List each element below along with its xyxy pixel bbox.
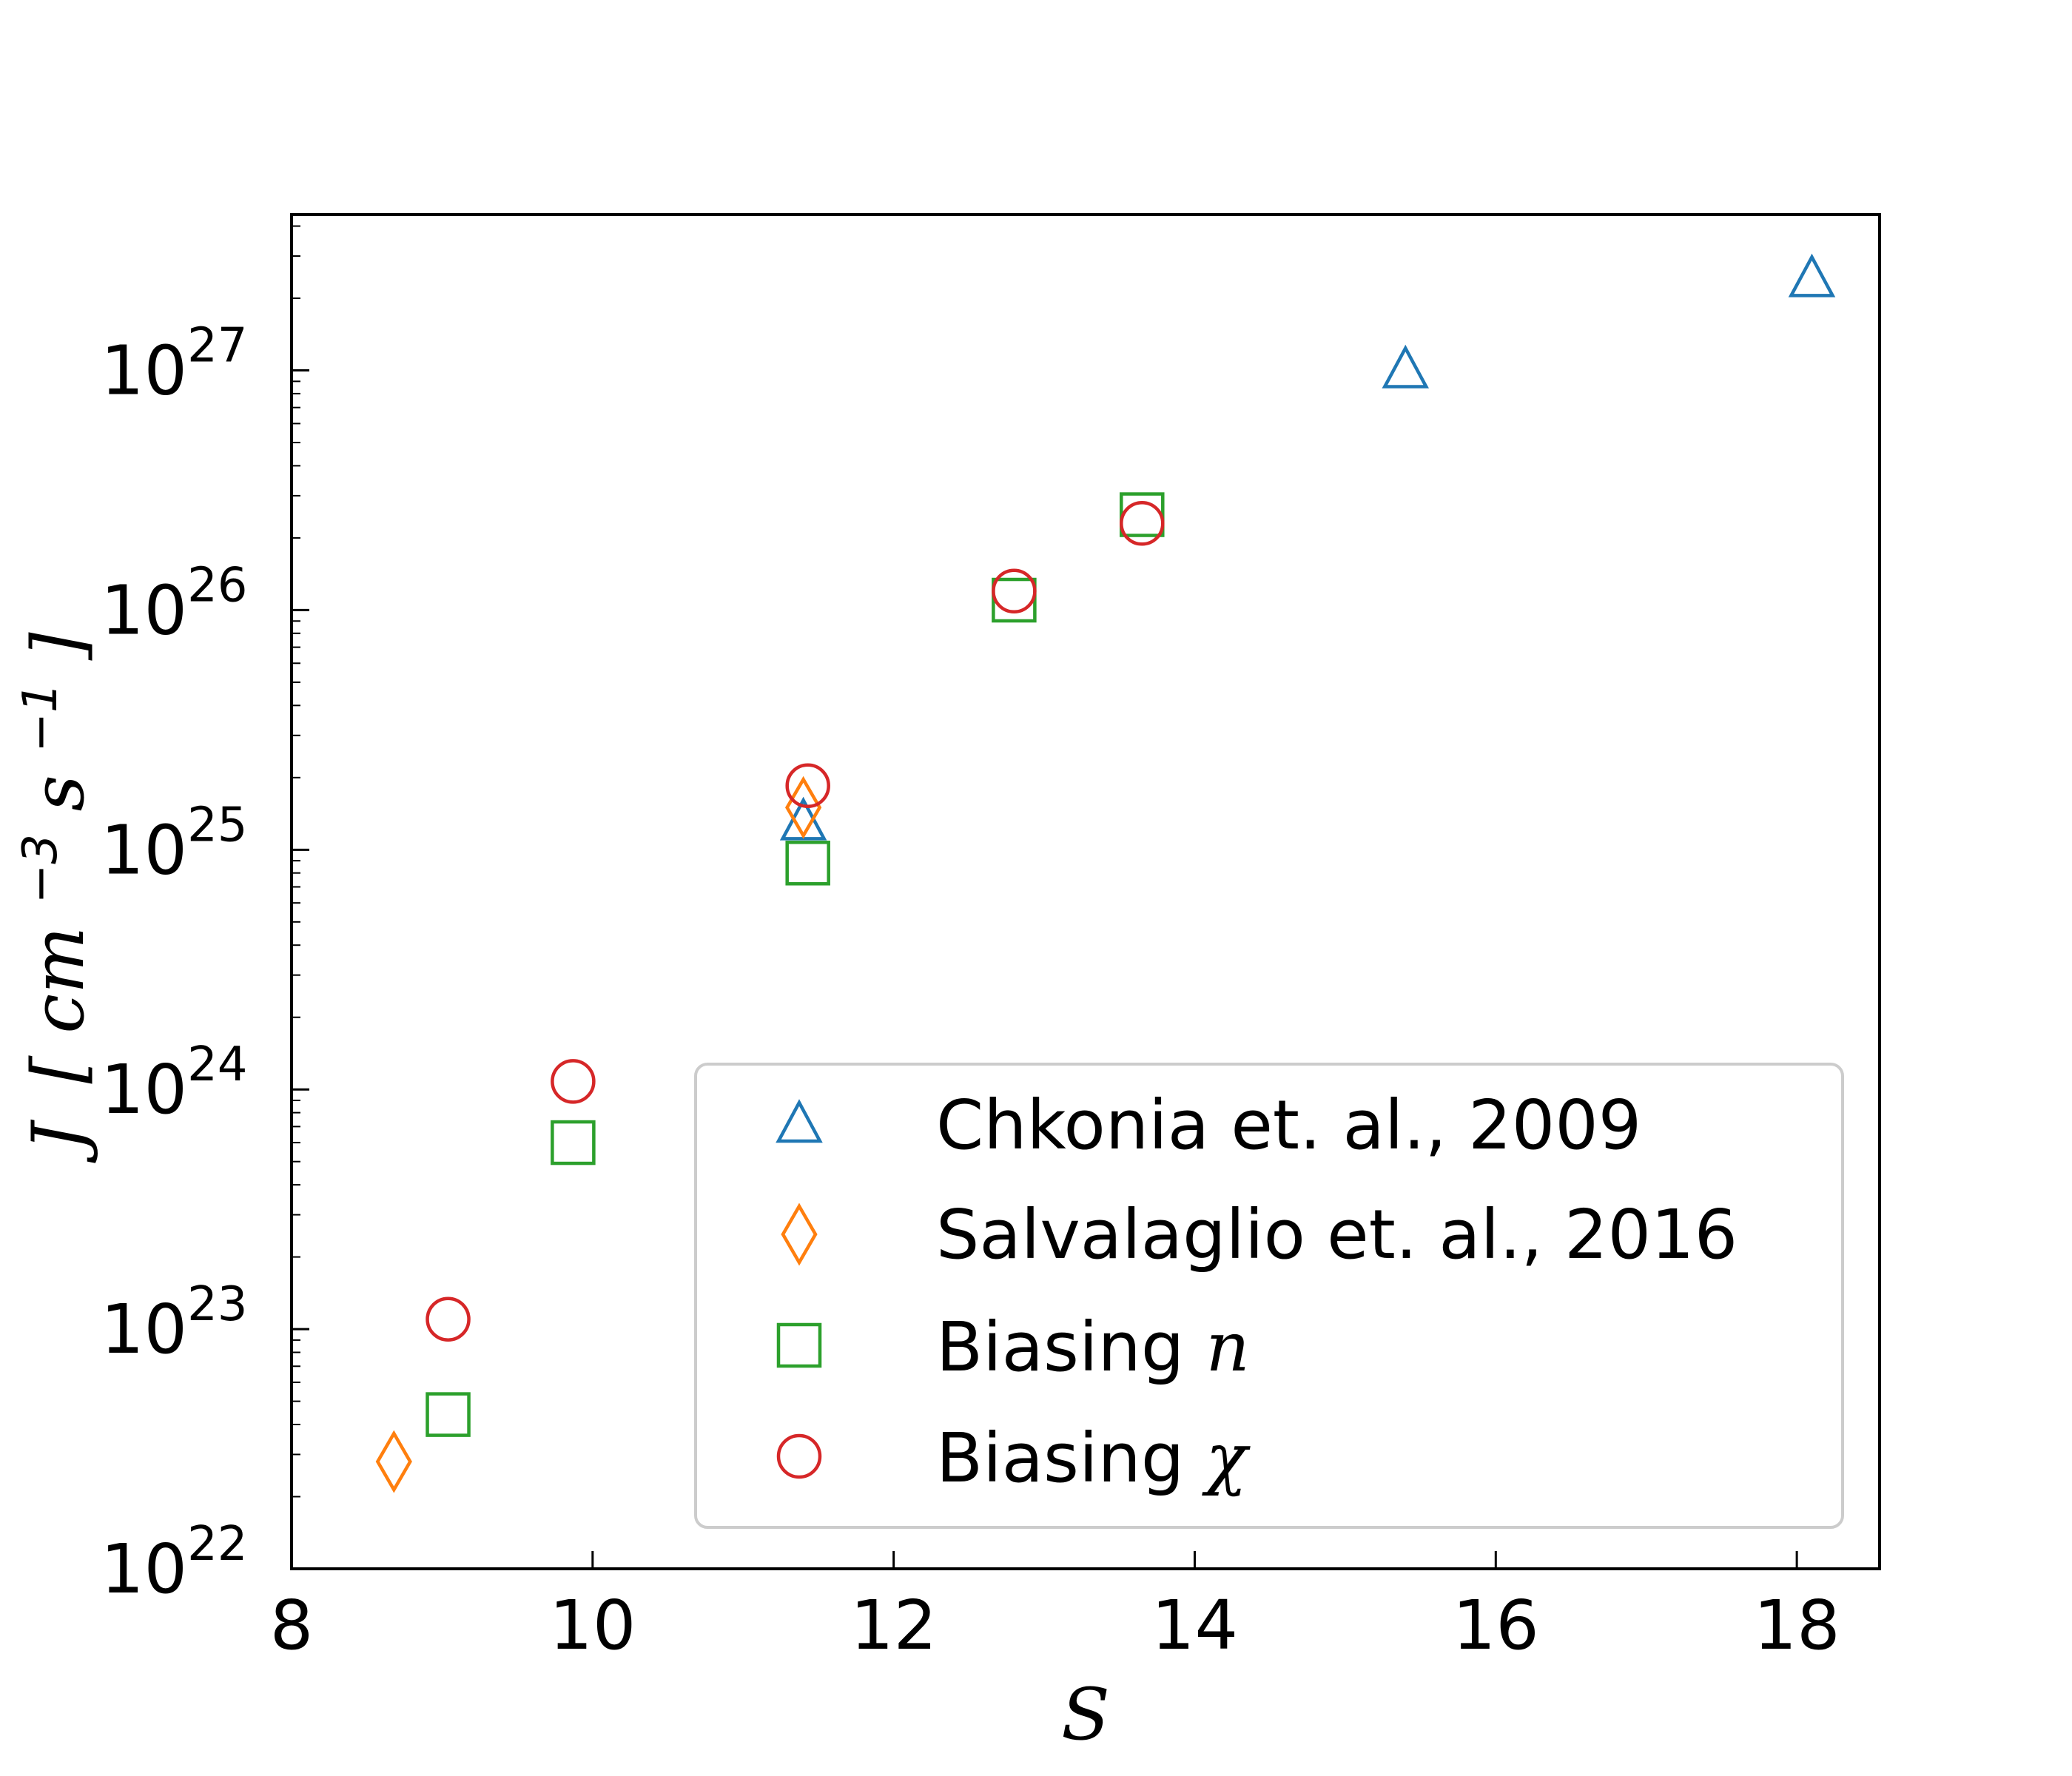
y-tick-label-exponent: 27: [187, 319, 247, 374]
legend-label-biasing-n-math: n: [1206, 1308, 1250, 1387]
x-tick-label: 18: [1754, 1586, 1840, 1665]
x-tick-label: 12: [850, 1586, 937, 1665]
y-axis-label-close: ]: [17, 632, 100, 661]
y-axis-label-open: [: [17, 1055, 100, 1084]
legend-marker-square: [776, 1322, 822, 1368]
data-point-circle: [426, 1296, 471, 1342]
y-axis-label-symbol: J: [17, 1120, 100, 1164]
y-tick-label: 1025: [101, 798, 248, 889]
y-tick-label-base: 10: [101, 1530, 187, 1609]
y-tick-label-exponent: 23: [187, 1277, 247, 1332]
x-tick-label: 16: [1453, 1586, 1539, 1665]
x-axis-label: S: [1061, 1673, 1110, 1756]
y-tick-label: 1027: [101, 319, 248, 411]
data-point-diamond: [375, 1430, 412, 1493]
data-point-triangle: [1788, 253, 1836, 297]
data-point-circle: [1120, 501, 1165, 546]
y-tick-label: 1023: [101, 1277, 248, 1369]
data-point-square: [992, 577, 1037, 623]
data-point-circle: [992, 568, 1037, 614]
y-axis-label: J [ cm −3 s −1 ]: [0, 632, 100, 1164]
y-tick-label: 1024: [101, 1037, 248, 1129]
data-point-triangle: [1382, 344, 1430, 388]
y-tick-label-base: 10: [101, 1290, 187, 1369]
data-point-square: [1120, 492, 1165, 537]
data-point-square: [426, 1392, 471, 1437]
legend-label-biasing-chi-text: Biasing: [936, 1419, 1206, 1498]
legend-markers: [776, 1099, 823, 1479]
x-tick-label: 10: [549, 1586, 636, 1665]
legend-marker-triangle: [776, 1099, 823, 1143]
y-tick-label-exponent: 26: [187, 558, 247, 613]
y-tick-label: 1022: [101, 1517, 248, 1609]
y-tick-label: 1026: [101, 558, 248, 650]
data-marks: [375, 253, 1836, 1493]
y-tick-label-base: 10: [101, 332, 187, 411]
y-axis-label-unit1: cm: [17, 926, 100, 1034]
legend-marker-diamond: [781, 1202, 818, 1266]
y-axis-label-exp2: −1: [13, 682, 68, 752]
y-tick-label-exponent: 25: [187, 798, 247, 852]
data-point-circle: [785, 763, 830, 809]
data-point-square: [551, 1120, 596, 1166]
legend-label-biasing-n: Biasing n: [936, 1308, 1250, 1387]
y-axis-label-exp1: −3: [13, 834, 68, 904]
y-axis-label-unit2: s: [17, 775, 100, 811]
y-tick-label-exponent: 24: [187, 1037, 247, 1092]
legend-label-biasing-chi: Biasing χ: [936, 1419, 1251, 1498]
data-point-square: [785, 841, 830, 886]
legend-label-biasing-chi-math: χ: [1202, 1419, 1251, 1498]
legend-marker-circle: [776, 1433, 822, 1479]
y-tick-label-base: 10: [101, 571, 187, 650]
data-point-circle: [551, 1059, 596, 1104]
x-tick-label: 8: [270, 1586, 314, 1665]
legend-frame: [694, 1063, 1844, 1529]
y-tick-label-base: 10: [101, 1050, 187, 1129]
y-tick-label-base: 10: [101, 810, 187, 889]
y-tick-label-exponent: 22: [187, 1517, 247, 1572]
legend-label-chkonia: Chkonia et. al., 2009: [936, 1086, 1641, 1165]
legend-label-salvalaglio: Salvalaglio et. al., 2016: [936, 1195, 1738, 1274]
x-tick-label: 14: [1151, 1586, 1238, 1665]
legend: Chkonia et. al., 2009 Salvalaglio et. al…: [694, 1063, 1844, 1529]
legend-label-biasing-n-text: Biasing: [936, 1308, 1206, 1387]
